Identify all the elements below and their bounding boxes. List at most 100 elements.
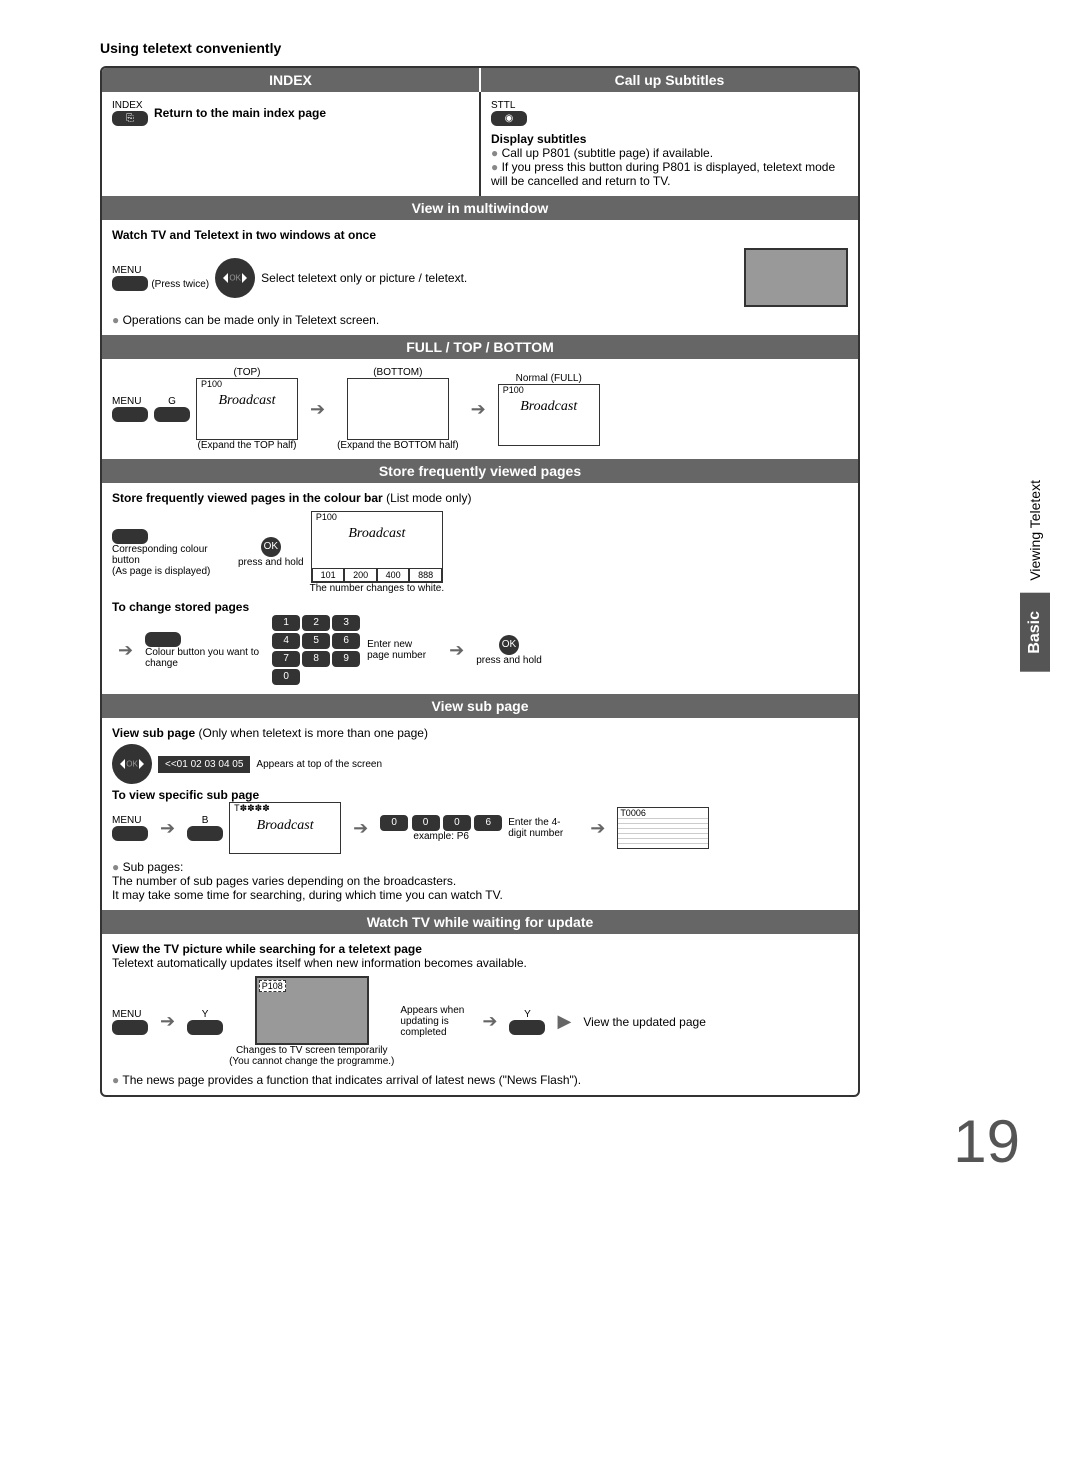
- watch-newsflash: The news page provides a function that i…: [112, 1073, 848, 1087]
- arrow-icon-10: ▶: [557, 1011, 571, 1032]
- store-listmode: (List mode only): [386, 491, 471, 505]
- arrow-icon: ➔: [310, 399, 325, 420]
- top-thumb: P100 Broadcast: [196, 378, 298, 440]
- normal-label: Normal (FULL): [498, 373, 600, 384]
- subpage-appears: Appears at top of the screen: [256, 759, 382, 770]
- store-title: Store frequently viewed pages in the col…: [112, 491, 383, 505]
- ok-button-icon-2[interactable]: OK: [499, 635, 519, 655]
- index-cell: INDEX ⎘ Return to the main index page: [102, 92, 481, 196]
- store-content: Store frequently viewed pages in the col…: [102, 483, 858, 694]
- store-corr: Corresponding colour button: [112, 544, 232, 566]
- y-label-2: Y: [509, 1009, 545, 1020]
- expand-bottom: (Expand the BOTTOM half): [337, 440, 459, 451]
- subpage-enter4: Enter the 4-digit number: [508, 817, 578, 839]
- store-thumb: P100 Broadcast 101 200 400 888: [311, 511, 443, 583]
- subtitles-cell: STTL ◉ Display subtitles Call up P801 (s…: [481, 92, 858, 196]
- b-label: B: [187, 815, 223, 826]
- subpages-l1: The number of sub pages varies depending…: [112, 874, 456, 888]
- multiwindow-title: Watch TV and Teletext in two windows at …: [112, 228, 848, 242]
- normal-thumb: P100 Broadcast: [498, 384, 600, 446]
- index-header: INDEX: [102, 68, 481, 92]
- index-subtitles-box: INDEX Call up Subtitles INDEX ⎘ Return t…: [100, 66, 860, 1097]
- subpage-result-thumb: T0006: [617, 807, 709, 849]
- arrow-icon-4: ➔: [449, 640, 464, 661]
- index-title: Return to the main index page: [154, 106, 326, 120]
- watch-thumb: P108: [255, 976, 369, 1045]
- menu-button-icon-4[interactable]: [112, 1020, 148, 1035]
- fulltop-content: MENU G (TOP) P100 Broadcast (Expan: [102, 359, 858, 459]
- store-presshold: press and hold: [238, 557, 304, 568]
- sttl-button-icon[interactable]: ◉: [491, 111, 527, 126]
- store-presshold2: press and hold: [476, 655, 542, 666]
- subtitles-b2: If you press this button during P801 is …: [491, 160, 848, 188]
- expand-top: (Expand the TOP half): [196, 440, 298, 451]
- store-enternew: Enter new page number: [367, 639, 437, 661]
- subpage-thumb: T✽✽✽✽ Broadcast: [229, 802, 341, 854]
- menu-label-4: MENU: [112, 1009, 148, 1020]
- multiwindow-content: Watch TV and Teletext in two windows at …: [102, 220, 858, 335]
- numpad-icon[interactable]: 123 456 789 0: [271, 614, 361, 686]
- subpage-header: View sub page: [102, 694, 858, 718]
- subpages-l2: It may take some time for searching, dur…: [112, 888, 503, 902]
- store-aspage: (As page is displayed): [112, 566, 232, 577]
- menu-button-icon[interactable]: [112, 276, 148, 291]
- watch-auto: Teletext automatically updates itself wh…: [112, 956, 848, 970]
- menu-label-1: MENU: [112, 265, 209, 276]
- side-section: Basic: [1020, 593, 1050, 672]
- store-colourwant: Colour button you want to change: [145, 647, 265, 669]
- bottom-thumb: [347, 378, 449, 440]
- multiwindow-select-text: Select teletext only or picture / telete…: [261, 271, 467, 285]
- multiwindow-header: View in multiwindow: [102, 196, 858, 220]
- arrow-icon-5: ➔: [160, 818, 175, 839]
- dpad-icon[interactable]: [215, 258, 255, 298]
- arrow-icon-6: ➔: [353, 818, 368, 839]
- subpage-example: example: P6: [380, 831, 502, 842]
- multiwindow-note: Operations can be made only in Teletext …: [112, 313, 848, 327]
- ok-button-icon[interactable]: OK: [261, 537, 281, 557]
- y-label: Y: [187, 1009, 223, 1020]
- menu-button-icon-3[interactable]: [112, 826, 148, 841]
- arrow-icon-3: ➔: [118, 640, 133, 661]
- index-button-icon[interactable]: ⎘: [112, 111, 148, 126]
- yellow-button-icon-2[interactable]: [509, 1020, 545, 1035]
- top-label: (TOP): [196, 367, 298, 378]
- watch-title: View the TV picture while searching for …: [112, 942, 848, 956]
- arrow-icon-2: ➔: [471, 399, 486, 420]
- subpage-nums: <<01 02 03 04 05: [158, 756, 250, 773]
- subpage-content: View sub page (Only when teletext is mor…: [102, 718, 858, 910]
- arrow-icon-8: ➔: [160, 1011, 175, 1032]
- colour-button-icon-2[interactable]: [145, 632, 181, 647]
- watch-header: Watch TV while waiting for update: [102, 910, 858, 934]
- subpages-head: Sub pages:: [112, 860, 183, 874]
- multiwindow-thumb: [744, 248, 848, 307]
- watch-changes: Changes to TV screen temporarily: [229, 1045, 394, 1056]
- colour-button-icon[interactable]: [112, 529, 148, 544]
- g-label: G: [154, 396, 190, 407]
- press-twice: (Press twice): [151, 279, 209, 290]
- green-button-icon[interactable]: [154, 407, 190, 422]
- bottom-label: (BOTTOM): [337, 367, 459, 378]
- watch-viewupdated: View the updated page: [583, 1015, 706, 1029]
- subpage-toview: To view specific sub page: [112, 788, 848, 802]
- subtitles-title: Display subtitles: [491, 132, 848, 146]
- subpage-onlywhen: (Only when teletext is more than one pag…: [198, 726, 427, 740]
- arrow-icon-7: ➔: [590, 818, 605, 839]
- yellow-button-icon[interactable]: [187, 1020, 223, 1035]
- arrow-icon-9: ➔: [482, 1011, 497, 1032]
- watch-appears: Appears when updating is completed: [400, 1005, 470, 1038]
- page-number: 19: [100, 1107, 1020, 1176]
- store-tochange: To change stored pages: [112, 600, 848, 614]
- using-title: Using teletext conveniently: [100, 40, 860, 56]
- menu-button-icon-2[interactable]: [112, 407, 148, 422]
- index-btn-label: INDEX: [112, 100, 148, 111]
- subtitles-b1: Call up P801 (subtitle page) if availabl…: [491, 146, 848, 160]
- sttl-btn-label: STTL: [491, 100, 527, 111]
- store-header: Store frequently viewed pages: [102, 459, 858, 483]
- dpad-icon-2[interactable]: [112, 744, 152, 784]
- side-tab: Viewing Teletext Basic: [1020, 480, 1050, 671]
- blue-button-icon[interactable]: [187, 826, 223, 841]
- watch-cannot: (You cannot change the programme.): [229, 1056, 394, 1067]
- subpage-title: View sub page: [112, 726, 195, 740]
- fulltop-header: FULL / TOP / BOTTOM: [102, 335, 858, 359]
- menu-label-2: MENU: [112, 396, 148, 407]
